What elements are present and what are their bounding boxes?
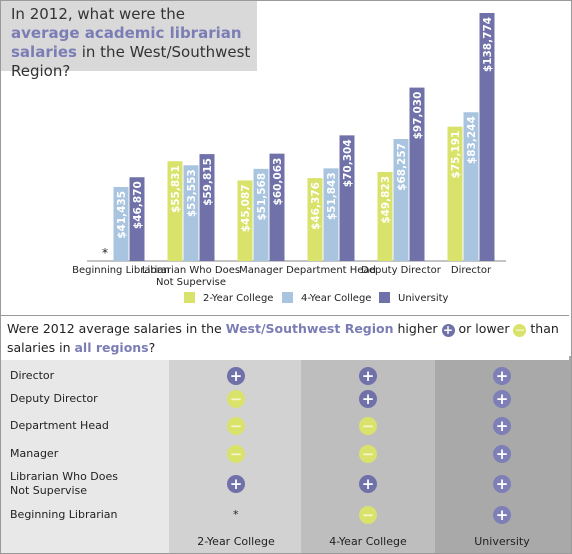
legend-swatch [184, 292, 195, 303]
value-label: $46,376 [310, 182, 322, 230]
value-label: $75,191 [450, 131, 462, 179]
table-question: Were 2012 average salaries in the West/S… [1, 315, 569, 360]
x-tick-label: Deputy Director [361, 265, 441, 276]
cell-icon: + [359, 475, 377, 493]
x-tick-label: Department Head [286, 265, 376, 276]
value-label: $53,553 [186, 169, 198, 217]
title-text: in the West/Southwest Region? [11, 43, 251, 80]
bar [447, 126, 463, 261]
cell-text: * [233, 508, 239, 521]
x-tick-label: Librarian Who Does Not Supervise [141, 265, 241, 288]
value-label: $46,870 [132, 181, 144, 229]
row-label: Director [10, 369, 55, 382]
value-label: $51,568 [256, 173, 268, 221]
value-label: $51,843 [326, 172, 338, 220]
row-label: Beginning Librarian [10, 508, 118, 521]
cell-icon: − [359, 506, 377, 524]
legend-label: University [398, 293, 449, 304]
value-label: $59,815 [202, 158, 214, 206]
legend-swatch [379, 292, 390, 303]
cell-icon: + [493, 506, 511, 524]
cell-icon: + [493, 367, 511, 385]
bar [237, 180, 253, 261]
value-label: $41,435 [116, 191, 128, 239]
cell-icon: + [227, 475, 245, 493]
minus-icon: − [513, 323, 527, 337]
cell-icon: + [493, 475, 511, 493]
cell-icon: + [493, 417, 511, 435]
bar [307, 178, 323, 261]
x-tick-label: Manager [239, 265, 283, 276]
cell-icon: + [359, 367, 377, 385]
legend-label: 2-Year College [203, 293, 273, 304]
value-label: $83,244 [466, 116, 478, 164]
cell-icon: + [227, 367, 245, 385]
label-column [1, 356, 169, 553]
question-emphasis: West/Southwest Region [225, 321, 394, 336]
bar [479, 13, 495, 261]
plus-icon: + [441, 323, 455, 337]
question-emphasis: all regions [74, 340, 149, 355]
bar [269, 153, 285, 261]
title-text: In 2012, what were the [11, 5, 185, 23]
bar [113, 186, 129, 261]
question-text: or lower [454, 321, 514, 336]
bar [129, 177, 145, 261]
chart-title: In 2012, what were the average academic … [1, 1, 257, 80]
column-header: 4-Year College [329, 535, 407, 548]
cell-icon: + [359, 390, 377, 408]
row-label: Deputy Director [10, 392, 98, 405]
title-emphasis: average academic librarian salaries [11, 24, 242, 61]
bar [323, 168, 339, 261]
value-label: $68,257 [396, 143, 408, 191]
question-text: ? [148, 340, 156, 355]
cell-icon: − [227, 390, 245, 408]
bar [339, 135, 355, 261]
chart: * $41,435 $46,870 $55,831 $53,553 $59,815 $45,… [87, 13, 506, 304]
bar [409, 87, 425, 261]
cell-icon: + [493, 445, 511, 463]
cell-icon: − [227, 445, 245, 463]
missing-marker: * [102, 246, 108, 260]
bar [167, 161, 183, 261]
value-label: $45,087 [240, 184, 252, 232]
column-header: 2-Year College [197, 535, 275, 548]
x-tick-label: Beginning Librarian [72, 265, 170, 276]
value-label: $70,304 [342, 139, 354, 187]
column-header: University [474, 535, 530, 548]
question-text: Were 2012 average salaries in the [7, 321, 226, 336]
x-tick-label: Director [450, 265, 492, 276]
value-label: $60,063 [272, 158, 284, 206]
bar [183, 165, 199, 261]
question-text: higher [393, 321, 442, 336]
bar [377, 171, 393, 261]
bar [199, 154, 215, 261]
bar [253, 168, 269, 261]
value-label: $97,030 [412, 92, 424, 140]
cell-icon: − [227, 417, 245, 435]
bar [463, 112, 479, 262]
row-label: Department Head [10, 419, 109, 432]
cell-icon: − [359, 445, 377, 463]
value-label: $55,831 [170, 165, 182, 213]
value-label: $49,823 [380, 176, 392, 224]
row-label: Manager [10, 447, 59, 460]
bar [393, 139, 409, 261]
cell-icon: − [359, 417, 377, 435]
legend-label: 4-Year College [301, 293, 371, 304]
cell-icon: + [493, 390, 511, 408]
value-label: $138,774 [482, 17, 494, 72]
legend-swatch [282, 292, 293, 303]
row-label: Librarian Who Does Not Supervise [10, 470, 118, 497]
question-text: than salaries in [7, 321, 559, 355]
